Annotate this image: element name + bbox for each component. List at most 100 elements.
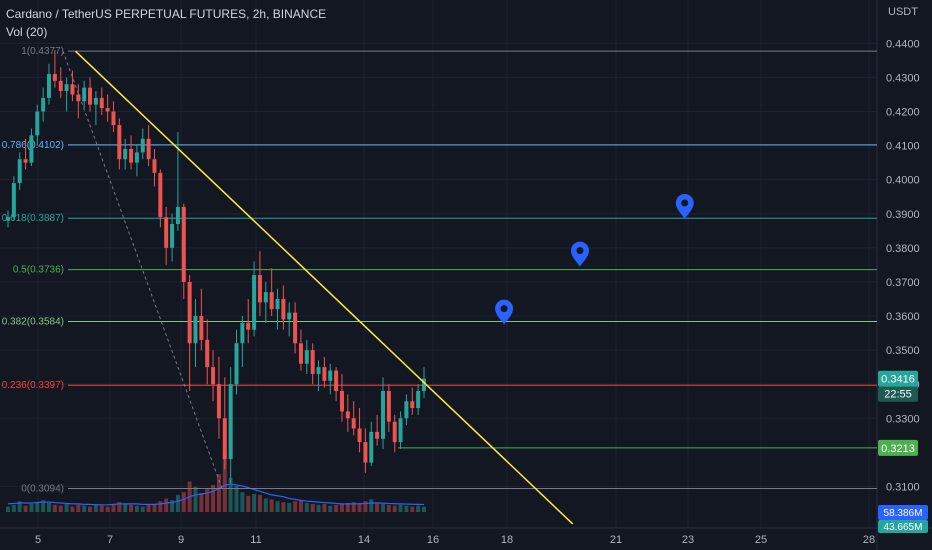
x-tick-label: 18 [501,534,513,546]
x-tick-label: 25 [755,534,767,546]
x-tick-label: 23 [682,534,694,546]
candle-body [369,431,374,463]
fib-label: 0(0.3094) [21,483,64,494]
candle-body [58,80,63,92]
candle-body [246,322,251,330]
volume-bar [175,494,180,512]
x-tick-label: 5 [35,534,41,546]
volume-bar [339,503,344,512]
time-axis[interactable]: 5 7 9 11 14 16 18 21 23 25 28 [35,534,875,546]
price-labels: 0.3416 22:55 0.3213 58.386M 43.665M [878,370,928,533]
volume-bar [205,488,210,512]
candle-body [35,111,40,136]
x-tick-label: 14 [358,534,370,546]
candle-body [175,206,180,224]
y-tick-label: 0.3800 [886,243,920,255]
price-unit[interactable]: USDT [888,6,918,18]
trendline [75,50,574,525]
candle-body [140,138,145,153]
map-marker-icon [675,193,694,219]
candle-body [29,135,34,163]
y-tick-label: 0.3100 [886,481,920,493]
support-price-tag [878,439,918,456]
volume-bar [111,504,116,512]
y-tick-label: 0.4000 [886,175,920,187]
volume-bar [129,504,134,512]
candle-body [76,94,81,102]
volume-value: 43.665M [884,522,923,533]
volume-bar [363,501,368,512]
volume-tag [878,520,928,533]
y-tick-label: 0.4100 [886,141,920,153]
y-tick-label: 0.3300 [886,413,920,425]
fib-label: 0.618(0.3887) [2,213,64,224]
candle-body [123,149,128,160]
candle-body [380,391,385,439]
volume-bar [193,486,198,512]
volume-bar [334,504,339,512]
map-marker-icon [495,299,514,325]
candle-body [105,108,110,112]
x-tick-label: 7 [107,534,113,546]
volume-bar [93,503,98,512]
candle-body [170,223,175,248]
candle-body [310,350,315,374]
volume-bar [275,501,280,512]
overlays[interactable] [75,50,694,525]
volume-bar [298,500,303,512]
y-tick-label: 0.4300 [886,72,920,84]
volume-bar [422,506,426,512]
candle-body [269,292,274,310]
candle-body [23,159,28,163]
volume-bar [23,505,28,512]
y-tick-label: 0.4200 [886,107,920,119]
volume-bar [252,494,257,512]
candle-body [146,138,151,160]
candle-body [363,442,368,463]
volume-bar [76,504,81,512]
countdown-tag [878,386,918,402]
y-tick-label: 0.3500 [886,345,920,357]
candle-body [322,367,327,381]
candle-body [52,74,57,81]
candle-body [222,418,227,460]
volume-bar [170,500,175,512]
volume-bar [11,504,16,512]
last-price-value: 0.3416 [881,374,915,386]
candle-body [404,401,409,419]
volume-bar [134,505,139,512]
volume-bar [304,503,309,512]
volume-bar [416,505,421,512]
volume-bar [380,503,385,512]
volume-ma-line [7,483,425,506]
volume-bar [152,504,157,512]
last-price-tag [878,370,918,387]
candle-body [187,281,192,344]
y-tick-label: 0.4400 [886,38,920,50]
x-tick-label: 11 [250,534,261,546]
candle-body [216,384,221,419]
volume-bar [82,505,87,512]
volume-indicator-label[interactable]: Vol (20) [6,25,48,39]
volume-ma-value: 58.386M [884,508,923,519]
y-tick-label: 0.3600 [886,311,920,323]
candle-body [64,84,69,92]
candle-body [199,316,204,340]
candle-body [410,401,415,409]
candle-body [117,125,122,160]
candle-body [298,343,303,364]
candle-body [99,97,104,109]
marker-hole [576,247,584,255]
candle-body [234,343,239,385]
map-marker-icon [570,241,589,267]
candle-body [293,312,298,344]
volume-bar [88,506,93,512]
candle-body [252,275,257,330]
volume-bar [310,503,315,512]
volume-bar [257,494,262,512]
volume-bar [375,503,380,512]
volume-bar [140,506,145,512]
volume-bar [404,505,409,512]
